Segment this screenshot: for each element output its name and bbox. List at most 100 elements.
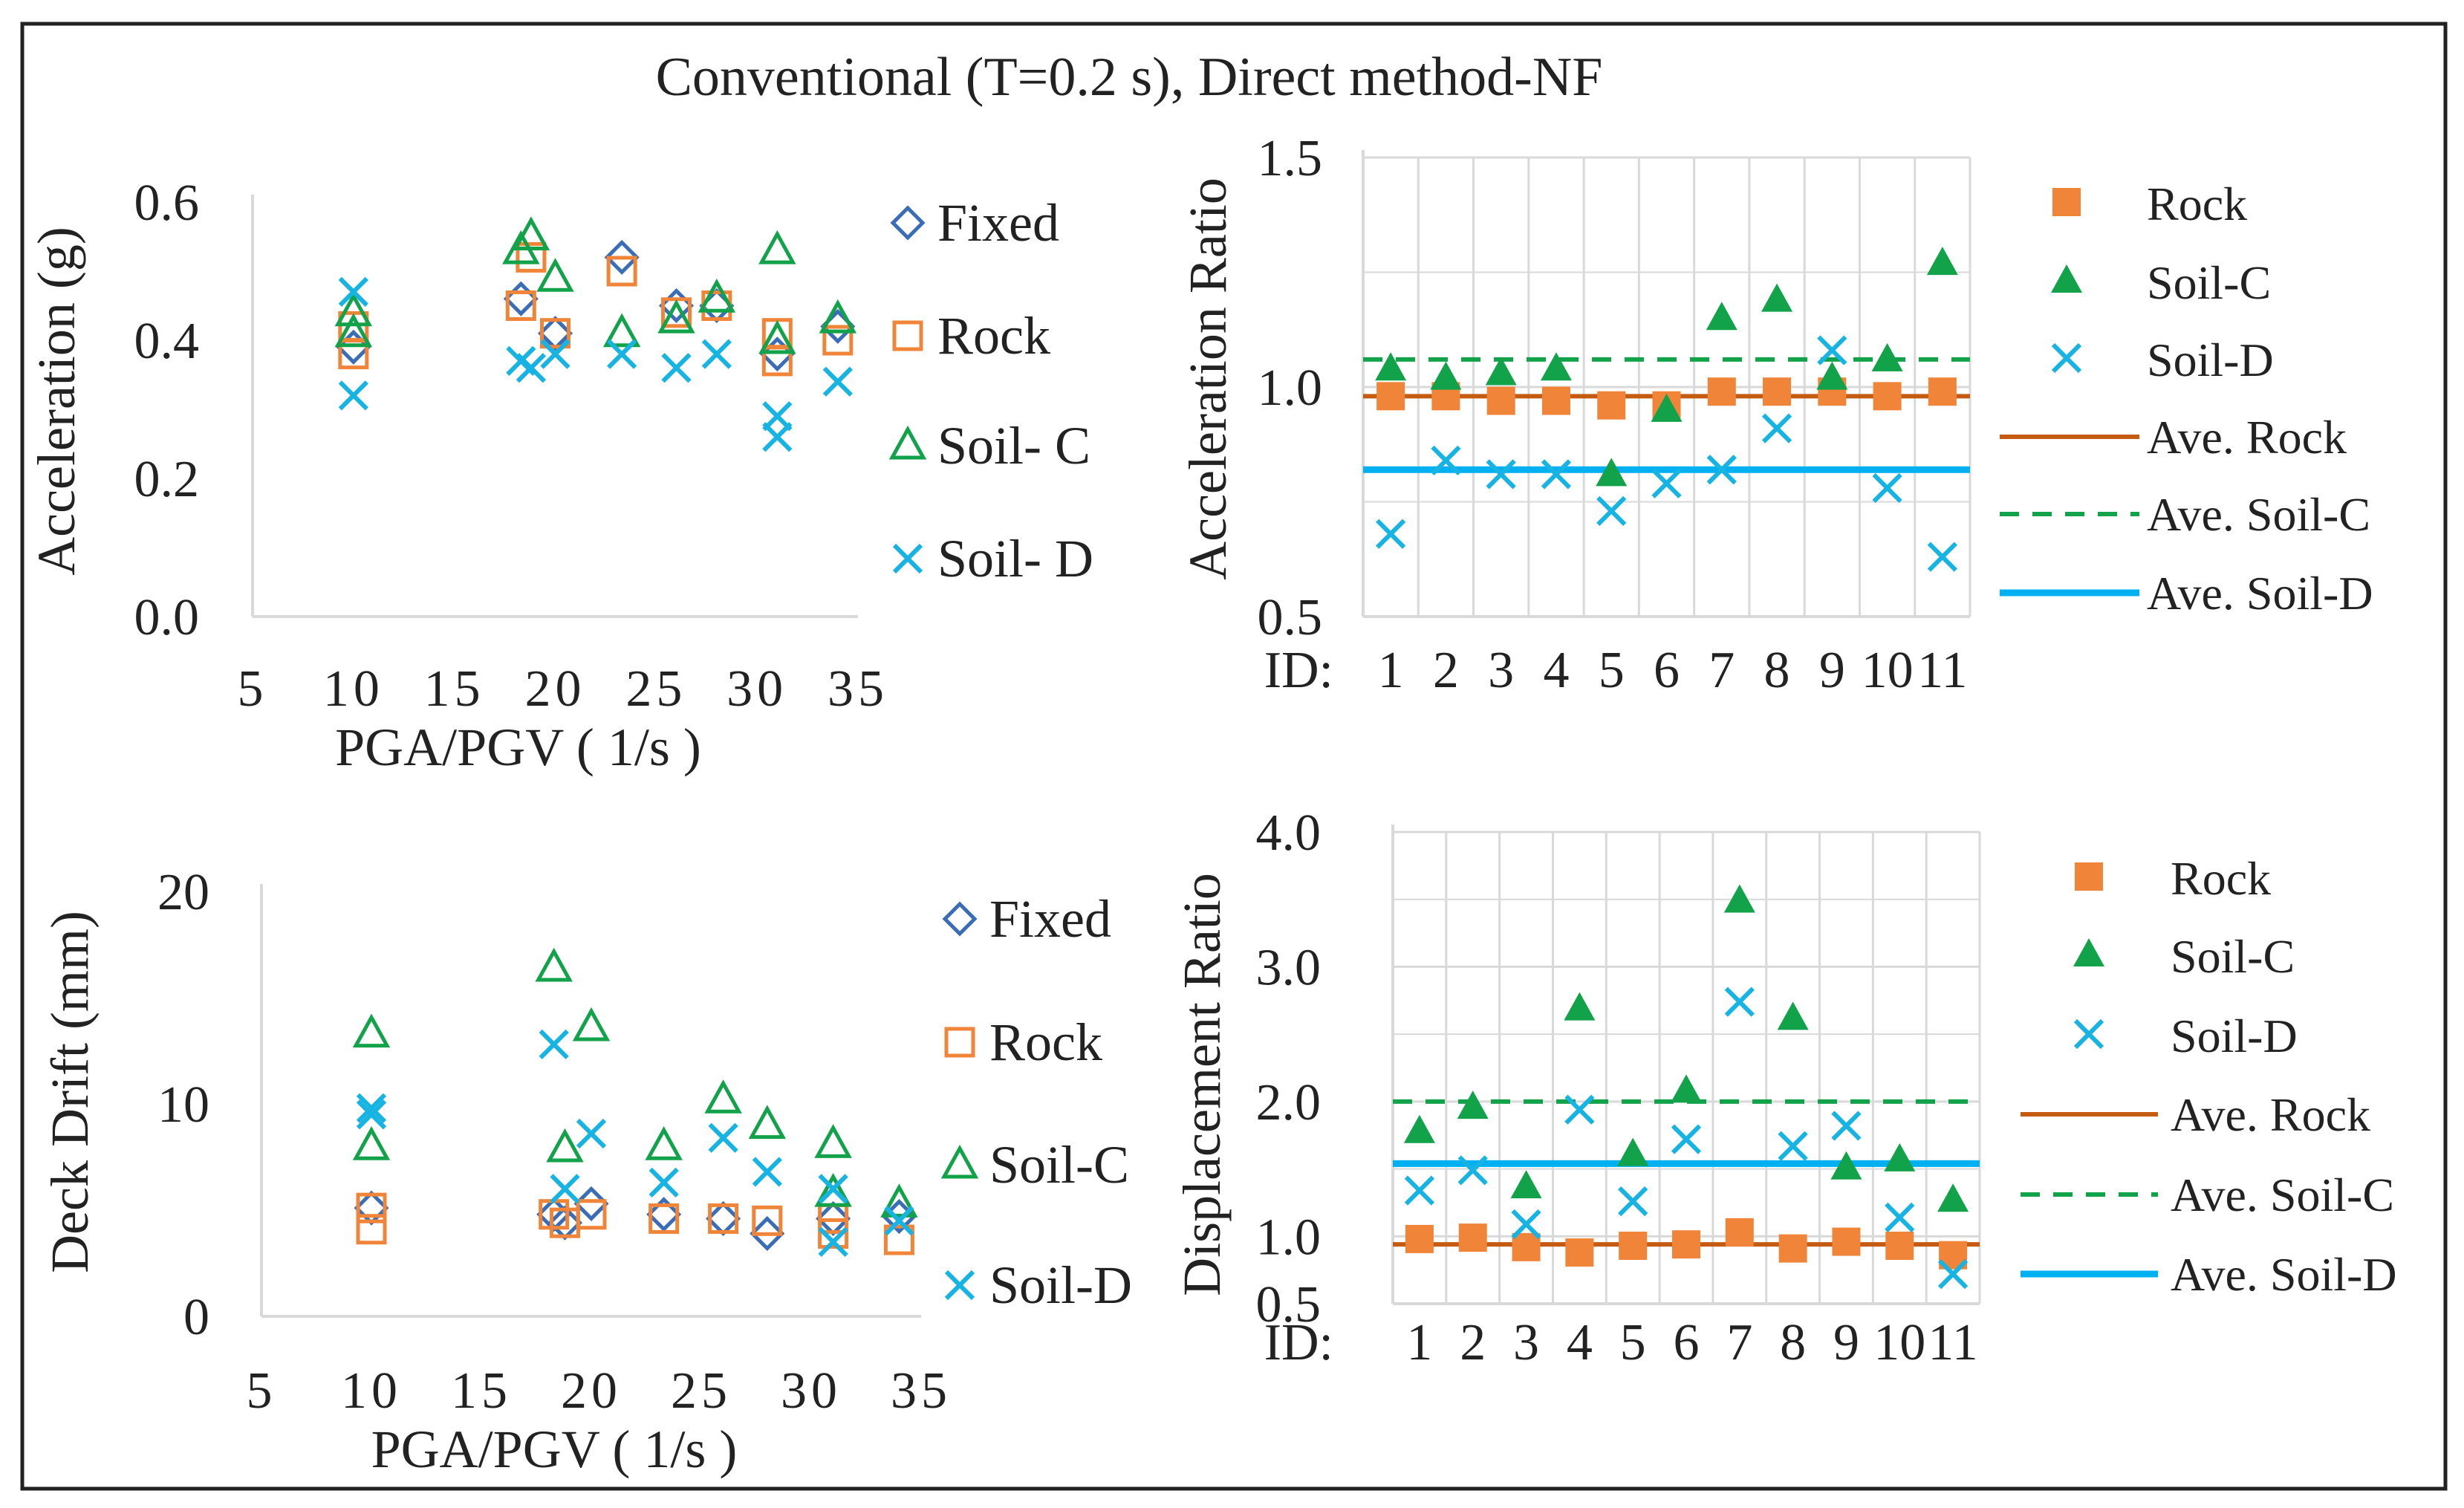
x-tick-label: 15 [424,660,485,718]
data-point-soil-c [758,319,796,354]
data-point-soil-c [880,1183,918,1218]
data-point-rock [606,256,637,287]
data-point-soil-d [338,276,368,308]
legend-label-rock: Rock [937,306,1050,365]
data-point-soil-d [1927,542,1957,572]
legend-label-rock: Rock [2147,178,2247,230]
data-point-rock [1512,1232,1541,1261]
y-axis-label: Displacement Ratio [1172,873,1232,1296]
data-point-soil-c [1540,352,1572,381]
legend-label-rock: Rock [989,1013,1102,1072]
data-point-soil-d [356,1093,387,1123]
data-point-rock [1672,1230,1700,1259]
data-point-soil-c [758,230,796,264]
x-tick-label: 1 [1378,642,1404,699]
x-tick-label: 11 [1917,642,1967,699]
x-tick-label: 6 [1674,1314,1700,1371]
x-tick-label: 8 [1780,1314,1806,1371]
data-point-soil-c [1671,1074,1702,1103]
x-tick-label: 35 [891,1362,952,1420]
data-point-fixed [750,1215,785,1251]
data-point-rock [1376,382,1405,411]
data-point-soil-d [1724,987,1755,1017]
legend: Rock Soil-C Soil-D Ave. Rock Ave. Soil-C Ave.… [2000,178,2373,620]
x-tick-label: 5 [1620,1314,1646,1371]
data-point-rock [648,1203,680,1234]
data-point-soil-d [818,1226,848,1258]
data-point-soil-d [818,1174,848,1204]
legend-marker-soil-c [2051,264,2082,293]
figure-frame [20,22,2448,1491]
data-point-rock [516,241,547,273]
data-point-fixed [604,239,640,275]
y-tick-label: 1.5 [1258,130,1323,187]
legend-label-ave-soil-c: Ave. Soil-C [2147,488,2370,541]
data-point-soil-d [356,1099,387,1130]
data-point-soil-c [1403,1114,1435,1143]
data-point-soil-d [1937,1258,1969,1290]
legend: Rock Soil-C Soil-D Ave. Rock Ave. Soil-C Ave.… [2021,852,2397,1301]
data-point-soil-c [1510,1170,1542,1199]
y-axis-label: Acceleration Ratio [1178,178,1238,580]
data-point-soil-d [516,353,547,383]
x-tick-label: 10 [1862,642,1914,699]
y-tick-label: 0 [183,1289,209,1346]
legend-label-soil-c: Soil-C [989,1135,1129,1195]
data-point-fixed [646,1197,682,1232]
x-tick-label: 7 [1726,1314,1752,1371]
data-point-soil-c [1485,357,1517,386]
legend-label-ave-rock: Ave. Rock [2171,1088,2370,1141]
data-point-soil-d [1457,1155,1488,1186]
legend: Fixed Rock Soil-C Soil-D [940,889,1132,1315]
x-axis-label: PGA/PGV ( 1/s ) [335,718,701,777]
data-point-soil-d [1761,413,1792,443]
data-point-soil-c [572,1007,611,1041]
x-tick-label: 20 [561,1362,622,1420]
data-point-rock [540,318,571,349]
data-point-soil-c [1457,1091,1489,1119]
data-point-rock [1885,1231,1914,1260]
x-tick-label: 30 [781,1362,842,1420]
x-tick-label: 10 [341,1362,402,1420]
y-tick-label: 0.0 [134,589,200,646]
legend-label-soil-c: Soil-C [2171,930,2295,983]
data-point-rock [883,1224,914,1255]
data-point-soil-d [1778,1131,1808,1161]
data-point-rock [1405,1224,1434,1253]
data-point-soil-c [1596,458,1628,487]
data-point-soil-d [550,1174,580,1204]
data-point-soil-c [1617,1137,1649,1166]
data-point-soil-d [884,1206,914,1236]
x-tick-label: 25 [625,660,686,718]
data-point-soil-c [814,1172,852,1207]
x-tick-label: 9 [1833,1314,1859,1371]
data-point-soil-c [1937,1183,1969,1212]
data-point-rock [1597,391,1626,420]
data-point-soil-d [701,339,732,369]
data-point-rock [1707,377,1736,406]
data-point-soil-d [1706,455,1737,485]
legend-marker-rock [944,1027,975,1058]
data-point-soil-c [352,1126,391,1160]
figure-title: Conventional (T=0.2 s), Direct method-NF [656,47,1603,108]
data-point-rock [1873,382,1902,411]
x-tick-label: 20 [525,660,586,718]
data-point-soil-c [352,1013,391,1048]
legend-label-soil-d: Soil-D [2147,334,2274,386]
data-point-soil-d [1431,445,1461,476]
data-point-soil-d [648,1167,679,1197]
data-point-soil-c [657,299,695,334]
displacement-ratio-panel: 0.5 1.0 2.0 3.0 4.0 Displacement Ratio ID: 1 2 3 4… [1172,805,2397,1371]
x-axis-label: PGA/PGV ( 1/s ) [371,1420,738,1479]
data-point-rock [338,311,369,342]
data-point-soil-d [1817,335,1847,365]
legend-marker-soil-c [940,1144,979,1179]
data-point-soil-c [748,1105,787,1140]
data-point-soil-d [1511,1209,1541,1240]
data-point-fixed [573,1186,609,1221]
y-tick-label: 0.4 [134,313,200,370]
legend-marker-rock [2075,862,2103,891]
legend-marker-soil-d [944,1270,975,1301]
data-point-rock [1619,1231,1648,1260]
